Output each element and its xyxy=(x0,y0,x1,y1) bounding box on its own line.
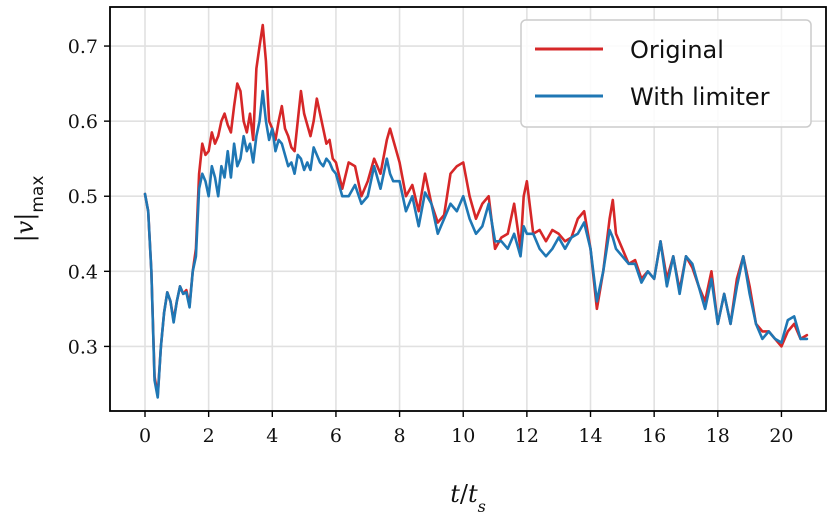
y-axis-label: |v|max xyxy=(11,176,48,243)
x-axis-label: t/ts xyxy=(450,480,486,514)
x-tick-label: 18 xyxy=(706,425,730,447)
series-line-with-limiter xyxy=(143,89,809,399)
y-tick-label: 0.7 xyxy=(68,36,98,58)
legend-label-original: Original xyxy=(630,36,724,64)
x-tick-label: 4 xyxy=(266,425,278,447)
y-axis-label-text: |v|max xyxy=(11,176,48,243)
x-tick-label: 2 xyxy=(203,425,215,447)
x-axis-label-sub: s xyxy=(478,497,486,514)
legend-box xyxy=(520,19,812,128)
x-tick-label: 12 xyxy=(515,425,539,447)
x-axis-label-t2: t xyxy=(468,480,478,508)
plot-series xyxy=(143,23,809,399)
y-tick-label: 0.3 xyxy=(68,336,98,358)
axis-ticks: 0 2 4 6 8 10 12 14 16 18 20 0.3 0.4 0.5 0.6 0.7 xyxy=(68,36,794,447)
x-tick-label: 20 xyxy=(769,425,793,447)
y-axis-label-bar1: | xyxy=(11,234,40,242)
y-tick-label: 0.4 xyxy=(68,261,98,283)
x-tick-label: 6 xyxy=(330,425,342,447)
y-tick-label: 0.5 xyxy=(68,186,98,208)
x-tick-label: 8 xyxy=(394,425,406,447)
x-axis-label-slash: / xyxy=(460,480,469,508)
legend: Original With limiter xyxy=(520,19,812,128)
legend-label-with-limiter: With limiter xyxy=(630,83,770,111)
y-axis-label-v: v xyxy=(11,220,39,234)
y-axis-label-bar2: | xyxy=(11,213,40,221)
x-tick-label: 0 xyxy=(139,425,151,447)
y-axis-label-sub: max xyxy=(28,176,48,213)
x-tick-label: 14 xyxy=(578,425,602,447)
x-axis-label-t: t xyxy=(450,480,460,508)
plot-frame xyxy=(109,6,827,412)
y-tick-label: 0.6 xyxy=(68,111,98,133)
x-tick-label: 10 xyxy=(451,425,475,447)
x-tick-label: 16 xyxy=(642,425,666,447)
